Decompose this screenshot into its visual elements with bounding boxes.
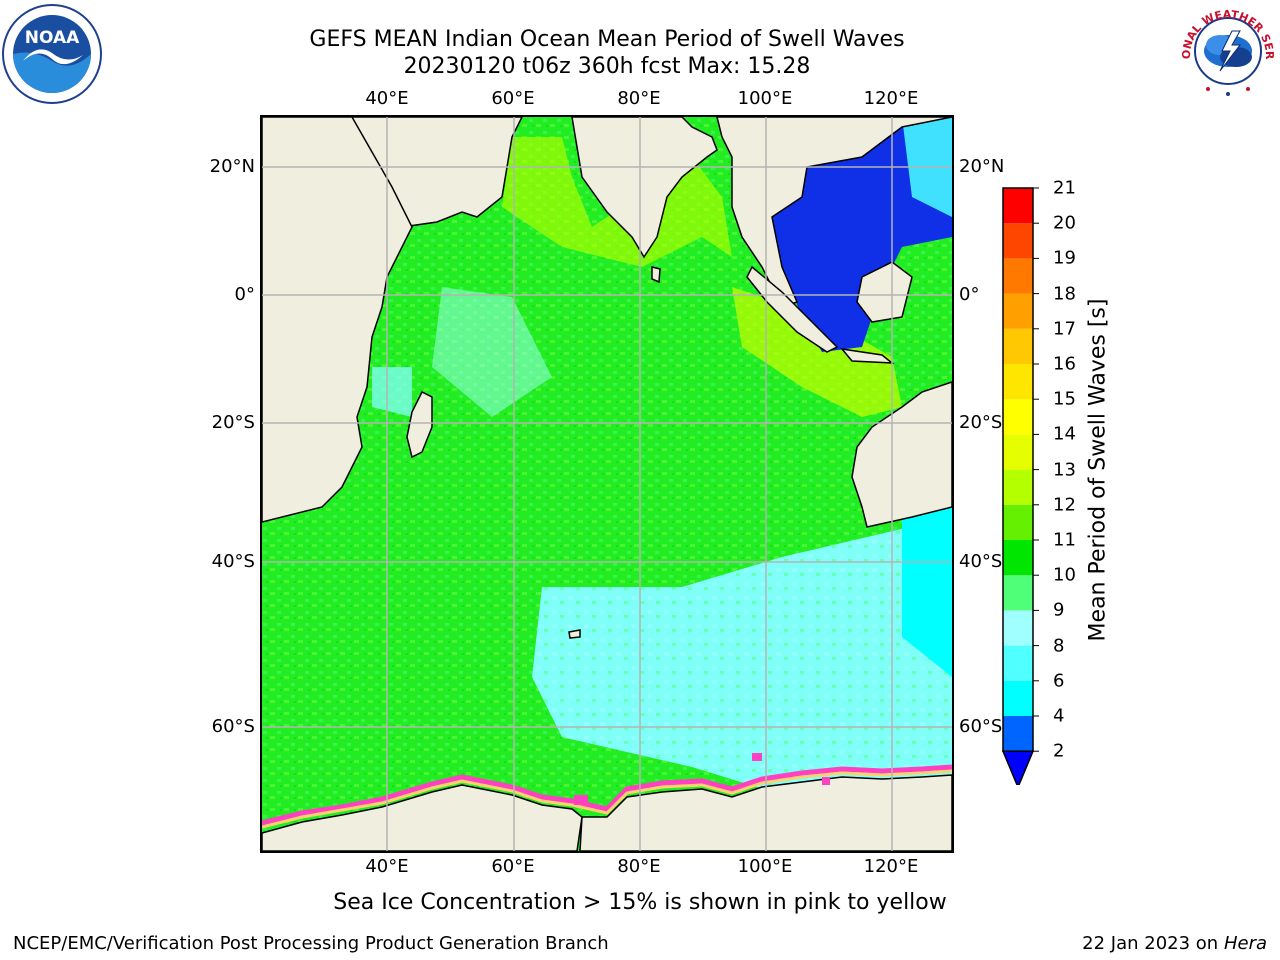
colorbar-segment	[1003, 504, 1033, 540]
region-blue-seas	[772, 117, 952, 352]
land-southeast-asia	[716, 117, 952, 308]
lon-label-top: 120°E	[863, 88, 919, 109]
colorbar-segment	[1003, 716, 1033, 752]
lat-label-right: 20°S	[959, 412, 1003, 433]
colorbar-tick-label: 16	[1053, 353, 1076, 375]
colorbar-segment	[1003, 293, 1033, 329]
colorbar-tick-label: 14	[1053, 423, 1076, 445]
colorbar-tick-label: 4	[1053, 705, 1065, 727]
land-kerguelen	[568, 629, 581, 639]
land-sri-lanka	[651, 266, 661, 284]
lat-label-left: 40°S	[211, 551, 255, 572]
lat-label-right: 60°S	[959, 716, 1003, 737]
lon-label-bottom: 80°E	[617, 856, 661, 877]
footer-date: 22 Jan 2023 on Hera	[1082, 933, 1267, 954]
land-antarctica-west	[262, 784, 583, 851]
colorbar-tick-label: 21	[1053, 177, 1076, 199]
colorbar-tick-label: 18	[1053, 283, 1076, 305]
colorbar-segment	[1003, 645, 1033, 681]
colorbar-tick-label: 2	[1053, 740, 1065, 762]
land-africa	[262, 117, 413, 523]
region-madagascar-cyan	[372, 367, 412, 417]
colorbar-tick-label: 20	[1053, 212, 1076, 234]
colorbar-tick-label: 9	[1053, 599, 1065, 621]
lon-label-bottom: 60°E	[491, 856, 535, 877]
colorbar-tick-label: 17	[1053, 318, 1076, 340]
lat-label-left: 20°S	[211, 412, 255, 433]
land-madagascar	[406, 390, 433, 459]
lon-label-bottom: 100°E	[737, 856, 793, 877]
colorbar-segment	[1003, 680, 1033, 716]
map-frame	[260, 115, 954, 853]
colorbar-title: Mean Period of Swell Waves [s]	[1085, 298, 1111, 642]
sea-ice-band	[262, 753, 952, 829]
region-southern-texture	[532, 517, 952, 807]
lon-label-top: 80°E	[617, 88, 661, 109]
land-sumatra	[746, 265, 839, 353]
lat-label-left: 60°S	[211, 716, 255, 737]
colorbar-tick-label: 8	[1053, 635, 1065, 657]
colorbar-segment	[1003, 399, 1033, 435]
footer-credit: NCEP/EMC/Verification Post Processing Pr…	[13, 933, 609, 954]
colorbar-segment	[1003, 223, 1033, 259]
colorbar-tick-label: 19	[1053, 247, 1076, 269]
colorbar-tick-label: 12	[1053, 494, 1076, 516]
nws-logo: NATIONAL WEATHER SERVICE	[1178, 1, 1276, 99]
colorbar-segment	[1003, 469, 1033, 505]
noaa-logo-text: NOAA	[25, 28, 80, 48]
sea-ice-note: Sea Ice Concentration > 15% is shown in …	[333, 890, 947, 915]
chart-title: GEFS MEAN Indian Ocean Mean Period of Sw…	[309, 27, 905, 52]
colorbar-segment	[1003, 364, 1033, 400]
colorbar-tick-label: 6	[1053, 670, 1065, 692]
colorbar-segment	[1003, 610, 1033, 646]
lat-label-left: 0°	[234, 284, 255, 305]
lat-label-right: 20°N	[959, 156, 1005, 177]
footer-machine: Hera	[1223, 933, 1267, 954]
colorbar-tick-label: 11	[1053, 529, 1076, 551]
colorbar-segment	[1003, 434, 1033, 470]
colorbar-segment	[1003, 258, 1033, 294]
lon-label-bottom: 120°E	[863, 856, 919, 877]
colorbar-segment	[1003, 328, 1033, 364]
ocean-map	[262, 117, 952, 851]
colorbar-extension	[1001, 750, 1035, 785]
lat-label-left: 20°N	[209, 156, 255, 177]
region-java-sea-swell	[732, 287, 902, 417]
colorbar-segment	[1003, 188, 1033, 224]
colorbar-segment	[1003, 540, 1033, 576]
chart-subtitle: 20230120 t06z 360h fcst Max: 15.28	[403, 54, 811, 79]
colorbar	[1001, 187, 1039, 785]
lon-label-top: 40°E	[365, 88, 409, 109]
region-australia-cyan	[902, 497, 952, 677]
graticule	[262, 117, 952, 851]
land-australia	[851, 381, 952, 528]
colorbar-tick-label: 15	[1053, 388, 1076, 410]
land-india	[571, 117, 718, 259]
lon-label-top: 60°E	[491, 88, 535, 109]
footer-date-text: 22 Jan 2023 on	[1082, 933, 1224, 954]
region-central-cyan	[432, 287, 552, 417]
lon-label-bottom: 40°E	[365, 856, 409, 877]
colorbar-tick-label: 10	[1053, 564, 1076, 586]
colorbar-segment	[1003, 575, 1033, 611]
noaa-logo: NOAA	[2, 4, 102, 104]
lon-label-top: 100°E	[737, 88, 793, 109]
lat-label-right: 40°S	[959, 551, 1003, 572]
colorbar-tick-label: 13	[1053, 459, 1076, 481]
lat-label-right: 0°	[959, 284, 980, 305]
